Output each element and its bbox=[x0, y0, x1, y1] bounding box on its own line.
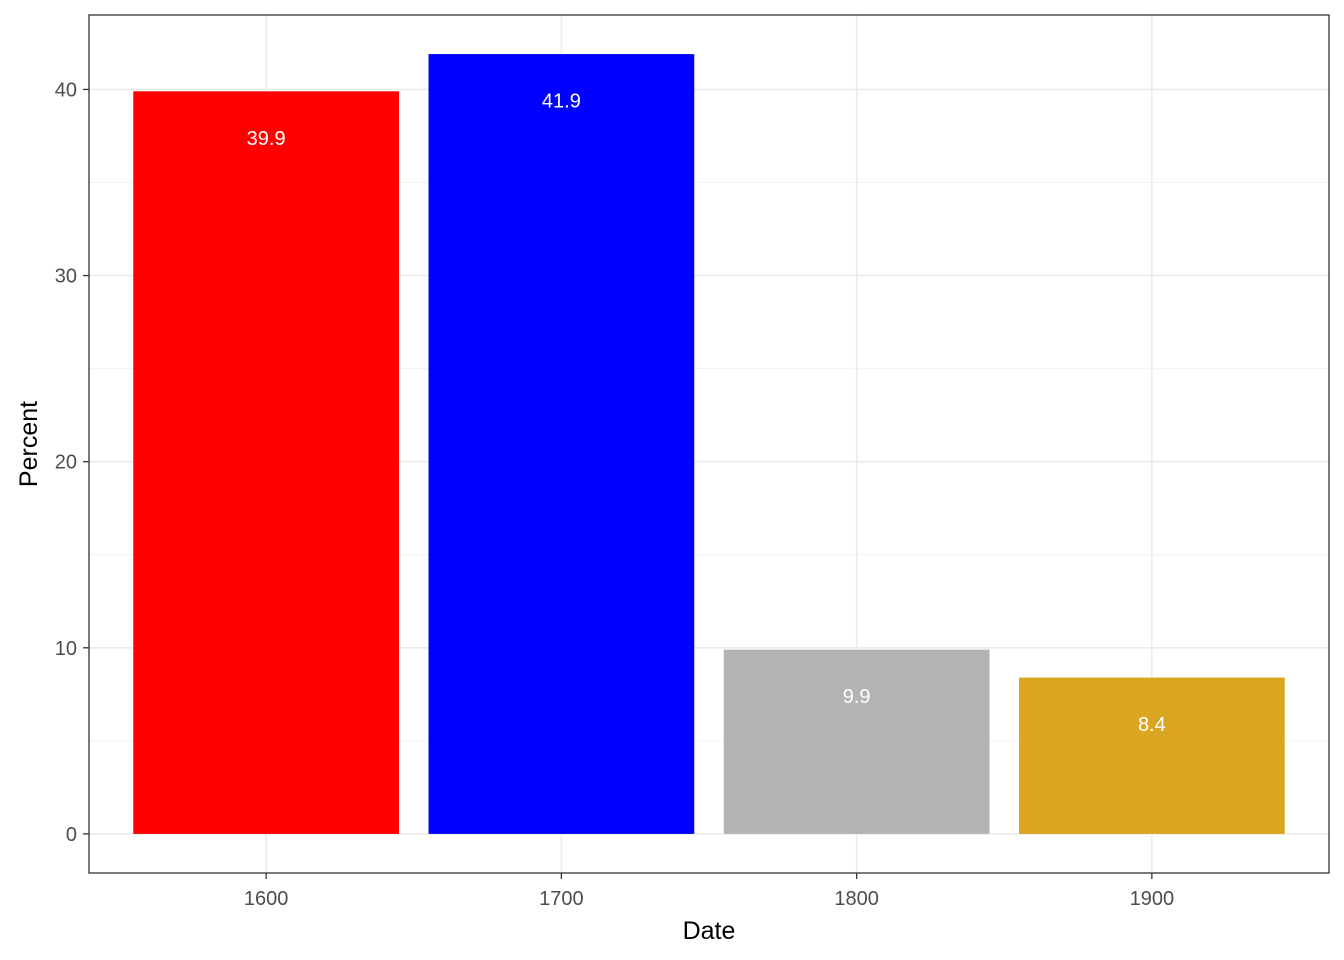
x-tick-label: 1700 bbox=[539, 888, 584, 910]
y-tick-label: 20 bbox=[55, 452, 77, 474]
y-tick-label: 10 bbox=[55, 638, 77, 660]
bar-1800 bbox=[723, 649, 990, 834]
bar-label-1800: 9.9 bbox=[843, 686, 871, 708]
bar-label-1900: 8.4 bbox=[1138, 714, 1166, 736]
bar-label-1600: 39.9 bbox=[247, 128, 286, 150]
y-tick-label: 40 bbox=[55, 79, 77, 101]
x-axis-title: Date bbox=[683, 917, 736, 945]
panel-border bbox=[88, 14, 1330, 874]
x-tick-label: 1900 bbox=[1130, 888, 1175, 910]
x-tick-label: 1800 bbox=[834, 888, 879, 910]
x-tick-label: 1600 bbox=[244, 888, 289, 910]
bar-label-1700: 41.9 bbox=[542, 91, 581, 113]
y-axis-title: Percent bbox=[15, 401, 43, 487]
y-tick-label: 30 bbox=[55, 266, 77, 288]
x-axis: 1600 1700 1800 1900 bbox=[244, 873, 1174, 910]
y-axis: 0 10 20 30 40 bbox=[55, 79, 89, 846]
bar-labels: 39.9 41.9 9.9 8.4 bbox=[247, 91, 1166, 736]
bar-1900 bbox=[1019, 677, 1285, 834]
bar-1600 bbox=[133, 91, 400, 834]
bars bbox=[133, 54, 1285, 834]
bar-1700 bbox=[428, 54, 695, 834]
y-tick-label: 0 bbox=[66, 824, 77, 846]
